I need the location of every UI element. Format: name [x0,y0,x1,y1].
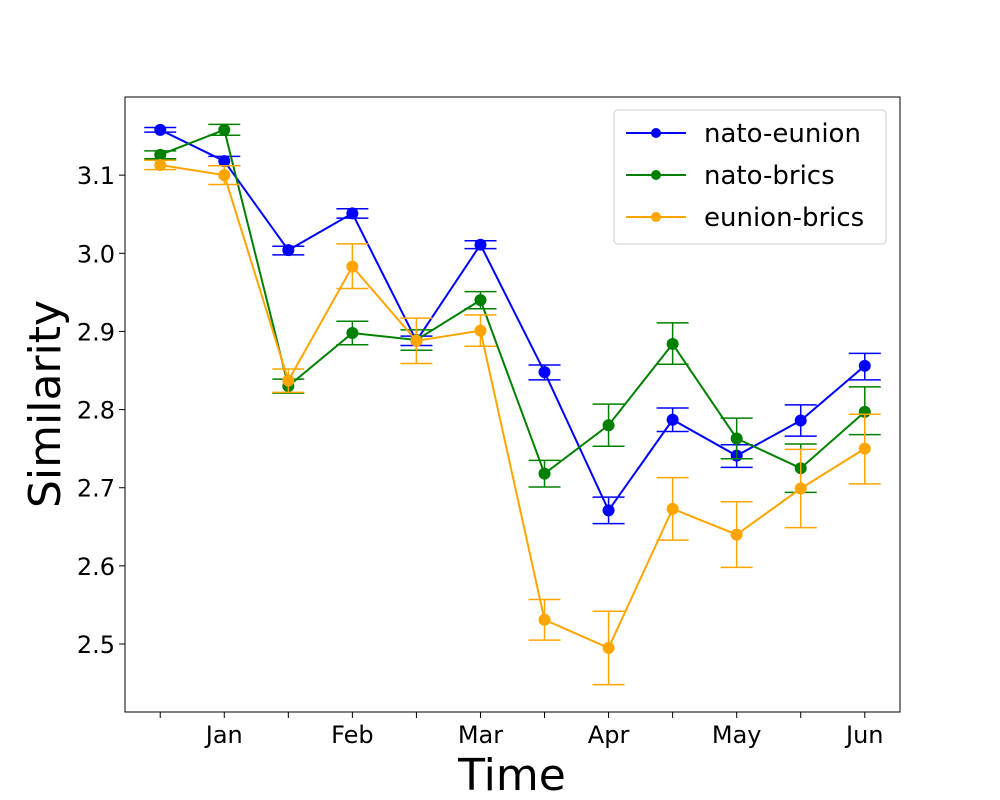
data-point [666,337,679,350]
legend-item-nato-brics: nato-brics [626,161,835,191]
data-point [602,641,615,654]
legend-label: nato-brics [704,161,835,191]
data-point [218,169,231,182]
series-eunion-brics [144,158,881,686]
y-tick-label: 3.0 [77,240,115,268]
data-point [474,324,487,337]
data-point [858,359,871,372]
plot-frame [124,96,901,713]
data-point [730,432,743,445]
axes: Jan Feb Mar Apr May Jun 2.5 2.6 2.7 2.8 2.9 3.0 3.1 [77,96,901,749]
x-axis-title: Time [457,750,566,800]
legend-swatch-marker [651,212,661,222]
plot-area [144,123,881,686]
data-point [794,414,807,427]
series-line-nato-eunion [159,128,866,513]
legend: nato-eunion nato-brics eunion-brics [613,109,887,245]
x-tick-label: Jun [844,721,884,749]
data-point [282,244,295,257]
y-tick-label: 2.8 [77,397,115,425]
data-point [218,123,231,136]
data-point [858,442,871,455]
legend-box [613,109,887,245]
data-point [666,502,679,515]
data-point [346,260,359,273]
y-tick-label: 3.1 [77,162,115,190]
data-point [154,148,167,161]
data-point [538,467,551,480]
series-line-eunion-brics [160,164,866,650]
legend-label: nato-eunion [704,119,861,149]
data-point [154,158,167,171]
x-tick-label: Apr [588,721,630,749]
y-tick-label: 2.7 [77,475,115,503]
y-tick-label: 2.9 [77,318,115,346]
x-tick-label: Feb [331,721,374,749]
legend-swatch-marker [651,170,661,180]
data-point [346,207,359,220]
data-point [410,334,423,347]
data-point [602,504,615,517]
data-point [666,413,679,426]
data-point [346,326,359,339]
data-point [538,366,551,379]
legend-label: eunion-brics [704,203,864,233]
data-point [538,613,551,626]
legend-item-eunion-brics: eunion-brics [626,203,864,233]
data-point [282,374,295,387]
data-point [474,238,487,251]
data-point [474,294,487,307]
legend-item-nato-eunion: nato-eunion [626,119,861,149]
data-point [218,155,231,168]
data-point [730,528,743,541]
y-axis-title: Similarity [20,300,71,508]
data-point [794,482,807,495]
x-tick-label: May [712,721,762,749]
y-tick-label: 2.6 [77,553,115,581]
legend-swatch-marker [651,128,661,138]
data-point [602,419,615,432]
x-tick-label: Mar [458,721,503,749]
data-point [154,123,167,136]
y-tick-label: 2.5 [77,631,115,659]
x-tick-label: Jan [204,721,243,749]
